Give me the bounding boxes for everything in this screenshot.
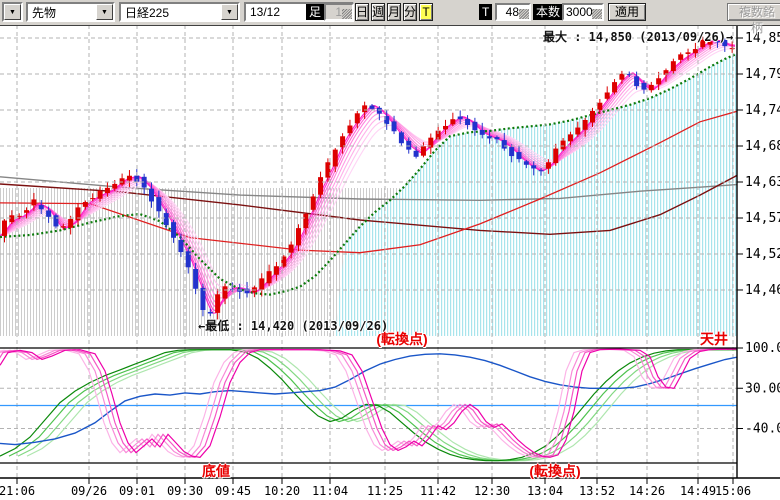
svg-text:09/26: 09/26 (71, 484, 107, 498)
spinner-grip-icon[interactable] (592, 9, 602, 19)
spinner-grip-icon[interactable] (342, 9, 352, 19)
svg-text:14,740: 14,740 (745, 103, 780, 118)
mini-combo[interactable]: ▼ (2, 2, 23, 22)
period-month-button[interactable]: 月 (387, 3, 401, 21)
candles (2, 36, 735, 320)
svg-text:09:30: 09:30 (167, 484, 203, 498)
period-minute-button[interactable]: 分 (403, 3, 417, 21)
chevron-down-icon[interactable]: ▼ (4, 4, 21, 20)
ashi-interval-value: 1 (335, 5, 342, 19)
contract-value: 13/12 (250, 5, 281, 19)
svg-text:14,575: 14,575 (745, 211, 780, 226)
axis-labels: 14,850 14,795 14,740 14,685 14,630 14,575 14,5… (0, 31, 780, 498)
svg-text:15:06: 15:06 (715, 484, 751, 498)
svg-text:11:25: 11:25 (367, 484, 403, 498)
svg-text:14,465: 14,465 (745, 283, 780, 298)
period-day-button[interactable]: 日 (355, 3, 369, 21)
instrument-select[interactable]: 先物 ▼ (26, 2, 115, 22)
multi-symbol-button[interactable]: 複数銘柄 (727, 3, 780, 35)
t-label: T (479, 4, 493, 20)
instrument-value: 先物 (32, 5, 57, 20)
svg-text:100.00: 100.00 (745, 341, 780, 356)
svg-text:14,630: 14,630 (745, 175, 780, 190)
toolbar: ▼ 先物 ▼ 日経225 ▼ 13/12 ▼ 足 1 日 週 月 分 T T 4… (0, 0, 780, 35)
svg-text:14,850: 14,850 (745, 31, 780, 46)
main-panel (0, 36, 737, 336)
ashi-interval-spinner[interactable]: 1 (324, 3, 354, 21)
svg-text:13:04: 13:04 (527, 484, 563, 498)
svg-text:14:49: 14:49 (680, 484, 716, 498)
chevron-down-icon[interactable]: ▼ (221, 4, 238, 20)
svg-text:11:42: 11:42 (420, 484, 456, 498)
svg-text:21:06: 21:06 (0, 484, 35, 498)
symbol-value: 日経225 (125, 5, 170, 20)
svg-text:11:04: 11:04 (312, 484, 348, 498)
apply-button[interactable]: 適用 (608, 3, 647, 21)
t-count-value: 48 (505, 5, 519, 19)
symbol-select[interactable]: 日経225 ▼ (119, 2, 240, 22)
svg-text:10:20: 10:20 (264, 484, 300, 498)
svg-text:14,795: 14,795 (745, 67, 780, 82)
honsu-value: 3000 (566, 5, 593, 19)
oscillator-panel (0, 348, 737, 462)
svg-text:13:52: 13:52 (579, 484, 615, 498)
svg-text:12:30: 12:30 (474, 484, 510, 498)
svg-text:14,685: 14,685 (745, 139, 780, 154)
svg-text:30.00: 30.00 (745, 381, 780, 396)
ashi-label: 足 (306, 4, 325, 20)
period-week-button[interactable]: 週 (371, 3, 385, 21)
honsu-spinner[interactable]: 3000 (562, 3, 604, 21)
tick-mode-button[interactable]: T (419, 3, 433, 21)
svg-text:09:45: 09:45 (215, 484, 251, 498)
t-count-spinner[interactable]: 48 (495, 3, 531, 21)
svg-text:-40.00: -40.00 (745, 422, 780, 437)
spinner-grip-icon[interactable] (519, 9, 529, 19)
chevron-down-icon[interactable]: ▼ (96, 4, 113, 20)
svg-text:14:26: 14:26 (629, 484, 665, 498)
svg-text:09:01: 09:01 (119, 484, 155, 498)
svg-text:14,520: 14,520 (745, 247, 780, 262)
honsu-label: 本数 (533, 4, 564, 20)
